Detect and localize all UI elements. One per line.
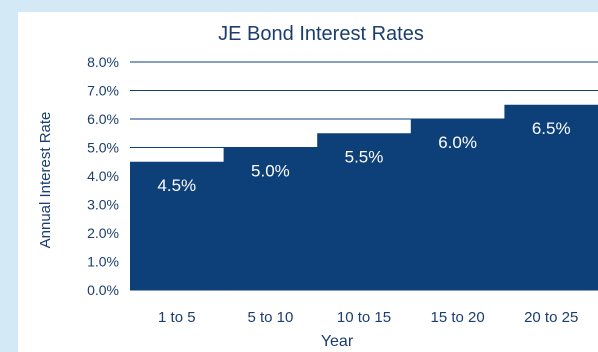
value-label: 5.5% [345,147,384,166]
bar [130,161,225,290]
value-label: 6.5% [532,119,571,138]
y-tick-label: 5.0% [87,140,119,156]
y-tick-label: 1.0% [87,254,119,270]
value-label: 6.0% [438,133,477,152]
y-tick-label: 3.0% [87,197,119,213]
x-axis-label: Year [321,333,354,350]
x-tick-label: 5 to 10 [247,309,293,326]
y-tick-label: 2.0% [87,225,119,241]
bars [130,104,598,290]
value-labels: 4.5% 5.0% 5.5% 6.0% 6.5% [157,119,570,195]
x-tick-label: 15 to 20 [430,309,484,326]
bar [410,119,505,290]
bar [317,133,412,290]
y-axis-label: Annual Interest Rate [37,112,54,249]
chart-title: JE Bond Interest Rates [218,23,424,45]
y-tick-label: 4.0% [87,168,119,184]
y-tick-label: 0.0% [87,282,119,298]
y-tick-label: 8.0% [87,54,119,70]
bar [504,104,598,290]
value-label: 4.5% [157,176,196,195]
chart-panel: JE Bond Interest Rates 0.0% 1.0% 2.0% 3.0% 4… [18,12,598,352]
x-tick-labels: 1 to 5 5 to 10 10 to 15 15 to 20 20 to 25 [158,309,578,326]
value-label: 5.0% [251,162,290,181]
x-tick-label: 20 to 25 [524,309,578,326]
bar-chart: JE Bond Interest Rates 0.0% 1.0% 2.0% 3.0% 4… [37,23,598,350]
x-tick-label: 10 to 15 [337,309,391,326]
y-tick-labels: 0.0% 1.0% 2.0% 3.0% 4.0% 5.0% 6.0% 7.0% 8.0% [87,54,119,298]
x-tick-label: 1 to 5 [158,309,196,326]
y-tick-label: 6.0% [87,111,119,127]
bar [223,147,318,290]
y-tick-label: 7.0% [87,83,119,99]
